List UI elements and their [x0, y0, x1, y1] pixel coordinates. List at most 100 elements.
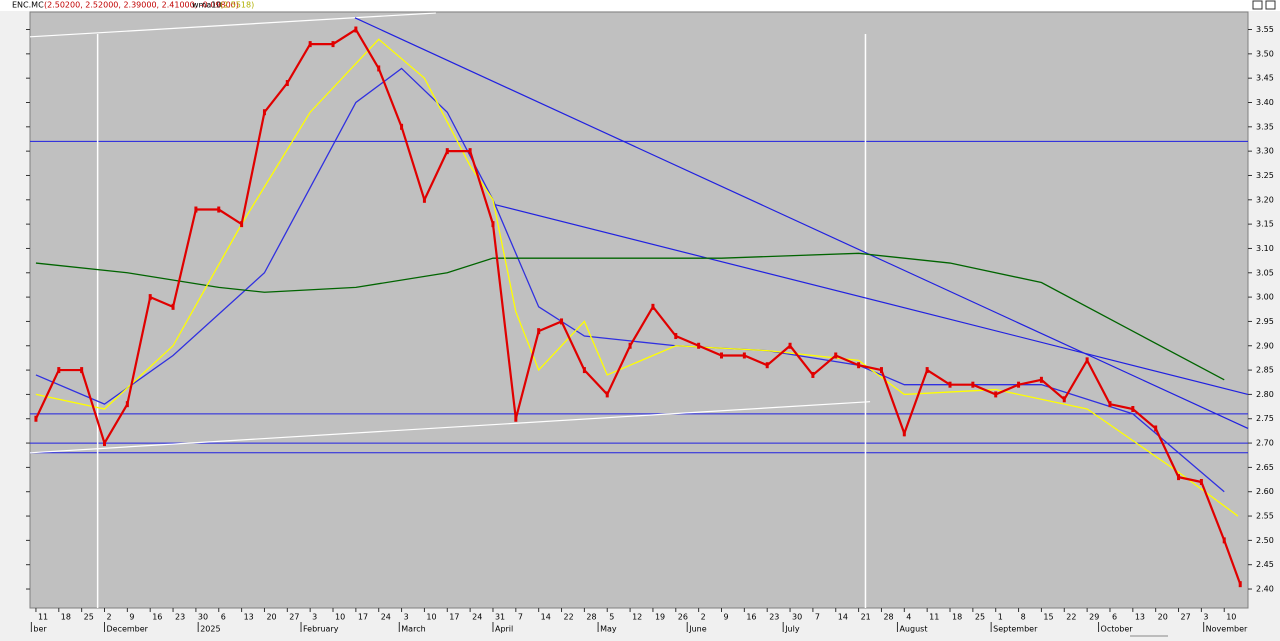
price-point [834, 352, 838, 359]
x-tick-label: 14 [541, 613, 551, 622]
price-point [1222, 537, 1226, 544]
price-point [285, 80, 289, 87]
y-tick-label: 2.80 [1256, 390, 1274, 399]
price-point [697, 342, 701, 349]
x-tick-label: 3 [312, 613, 317, 622]
price-point [1062, 396, 1066, 403]
x-tick-label: 27 [289, 613, 299, 622]
y-tick-label: 2.85 [1256, 366, 1274, 375]
moving-average-line [35, 38, 1239, 517]
price-point [765, 362, 769, 369]
price-point [925, 367, 929, 374]
y-tick-label: 2.75 [1256, 414, 1274, 423]
x-tick-label: 28 [883, 613, 893, 622]
x-tick-label: 20 [266, 613, 276, 622]
price-point [811, 371, 815, 378]
trend-line [29, 12, 436, 38]
price-point [948, 381, 952, 388]
price-point [240, 221, 244, 228]
price-point [445, 148, 449, 155]
y-tick-label: 3.10 [1256, 244, 1274, 253]
month-label: November [1206, 625, 1248, 634]
x-tick-label: 6 [1112, 613, 1117, 622]
price-point [902, 430, 906, 437]
price-point [1085, 357, 1089, 364]
legend-value: (2.5518) [220, 1, 254, 10]
x-tick-label: 28 [586, 613, 596, 622]
x-tick-label: 18 [61, 613, 71, 622]
price-point [377, 65, 381, 72]
x-tick-label: 15 [1043, 613, 1053, 622]
close-button[interactable] [1265, 0, 1276, 10]
price-point [1108, 401, 1112, 408]
moving-average-line [35, 252, 1225, 381]
x-tick-label: 7 [518, 613, 523, 622]
price-point [1131, 406, 1135, 413]
trend-line [29, 401, 871, 454]
price-point [719, 352, 723, 359]
price-point [491, 221, 495, 228]
month-label: February [303, 625, 339, 634]
x-tick-label: 19 [655, 613, 665, 622]
price-point [628, 342, 632, 349]
header-bar [0, 0, 1280, 11]
x-tick-label: 23 [769, 613, 779, 622]
y-tick-label: 2.60 [1256, 487, 1274, 496]
price-point [1154, 425, 1158, 432]
price-point [102, 440, 106, 447]
plot-area [29, 11, 1249, 609]
price-point [537, 328, 541, 335]
y-tick-label: 2.55 [1256, 512, 1274, 521]
x-tick-label: 24 [381, 613, 391, 622]
month-label: March [401, 625, 425, 634]
x-tick-label: 29 [1089, 613, 1099, 622]
y-tick-label: 2.90 [1256, 341, 1274, 350]
x-tick-label: 18 [952, 613, 962, 622]
x-tick-label: 26 [678, 613, 688, 622]
restore-button[interactable] [1252, 0, 1263, 10]
price-point [1017, 381, 1021, 388]
price-point [788, 342, 792, 349]
y-tick-label: 3.45 [1256, 74, 1274, 83]
price-point [514, 415, 518, 422]
x-tick-label: 20 [1158, 613, 1168, 622]
month-label: April [495, 625, 513, 634]
price-point [34, 415, 38, 422]
x-tick-label: 5 [609, 613, 614, 622]
price-point [582, 367, 586, 374]
x-tick-label: 10 [1226, 613, 1236, 622]
price-point [125, 401, 129, 408]
x-tick-label: 2 [701, 613, 706, 622]
x-tick-label: 21 [861, 613, 871, 622]
y-tick-label: 2.50 [1256, 536, 1274, 545]
legend-entry: wma10 [192, 1, 221, 10]
price-point [171, 303, 175, 310]
price-point [1199, 478, 1203, 485]
month-label: July [784, 625, 800, 634]
x-tick-label: 10 [335, 613, 345, 622]
month-label: August [899, 625, 927, 634]
price-point [308, 41, 312, 48]
price-point [1238, 581, 1242, 588]
price-point [605, 391, 609, 398]
x-tick-label: 16 [152, 613, 162, 622]
price-point [400, 123, 404, 130]
y-tick-label: 3.05 [1256, 268, 1274, 277]
month-label: September [993, 625, 1038, 634]
x-tick-label: 9 [723, 613, 728, 622]
x-tick-label: 14 [838, 613, 848, 622]
price-point [468, 148, 472, 155]
price-point [857, 362, 861, 369]
price-point [994, 391, 998, 398]
trend-line [495, 204, 1249, 395]
price-point [1177, 474, 1181, 481]
price-point [80, 367, 84, 374]
month-label: May [600, 625, 617, 634]
x-tick-label: 7 [815, 613, 820, 622]
x-tick-label: 8 [1021, 613, 1026, 622]
x-tick-label: 10 [426, 613, 436, 622]
x-tick-label: 11 [929, 613, 939, 622]
x-tick-label: 3 [404, 613, 409, 622]
y-tick-label: 3.00 [1256, 293, 1274, 302]
